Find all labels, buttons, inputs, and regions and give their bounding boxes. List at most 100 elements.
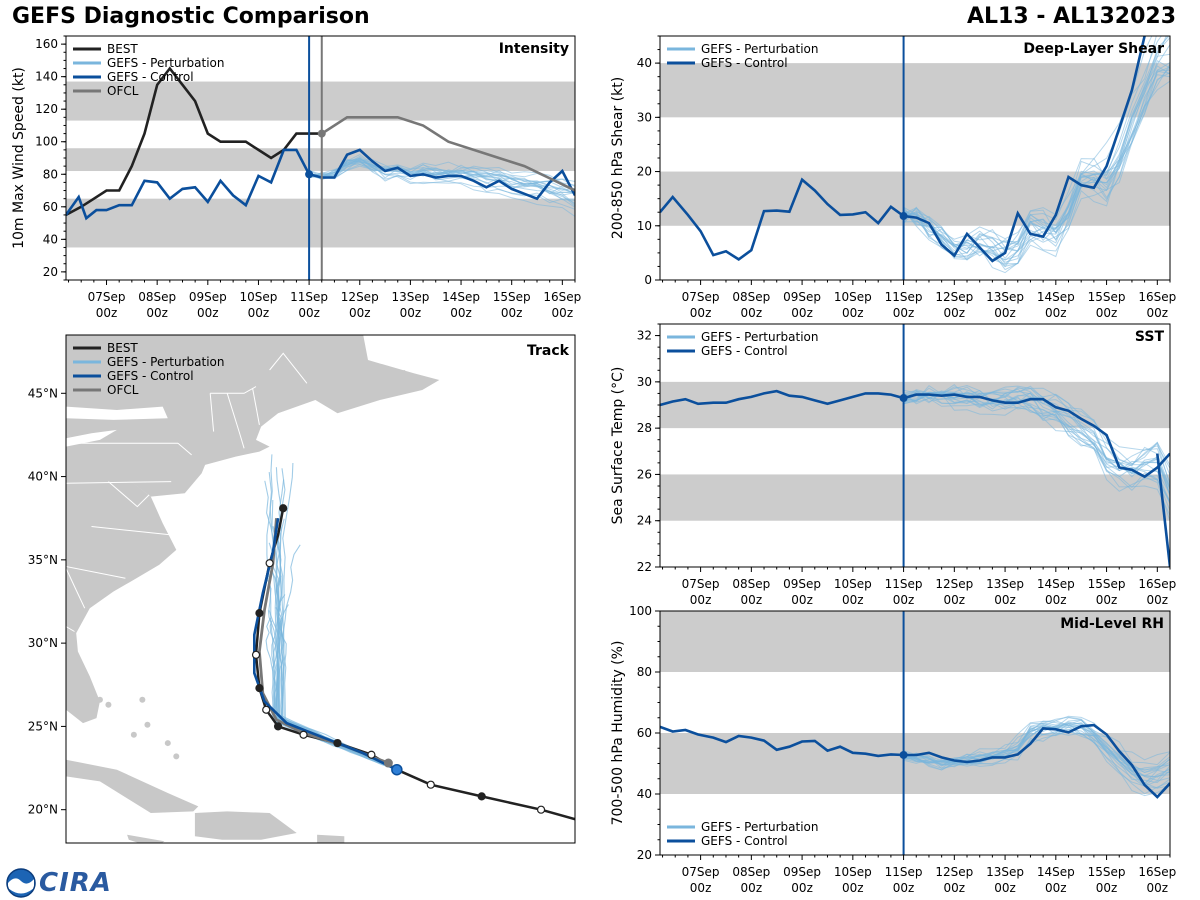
shear-xtick-date: 12Sep <box>935 290 973 304</box>
shear-analysis-marker <box>899 212 908 221</box>
intensity-xtick-date: 10Sep <box>240 290 278 304</box>
track-land-bahamas <box>96 696 103 703</box>
shear-xtick-date: 10Sep <box>834 290 872 304</box>
track-best-point <box>477 792 486 801</box>
sst-ensemble-member <box>903 392 1170 502</box>
track-lat-label: 45°N <box>28 386 58 400</box>
sst-xtick-hour: 00z <box>893 593 915 607</box>
rh-ylabel: 700-500 hPa Humidity (%) <box>610 641 626 826</box>
intensity-ensemble-member <box>308 158 575 201</box>
sst-legend-label: GEFS - Control <box>701 344 788 358</box>
shear-series-control <box>660 36 1146 263</box>
track-state-border <box>226 393 245 449</box>
shear-band <box>660 63 1170 118</box>
sst-xtick-hour: 00z <box>690 593 712 607</box>
intensity-ylabel: 10m Max Wind Speed (kt) <box>11 67 27 249</box>
rh-xtick-date: 12Sep <box>935 865 973 879</box>
intensity-xtick-hour: 00z <box>450 306 472 320</box>
intensity-ytick-label: 40 <box>43 232 58 246</box>
track-best-point <box>255 684 264 693</box>
intensity-xtick-hour: 00z <box>96 306 118 320</box>
sst-xtick-hour: 00z <box>1147 593 1169 607</box>
shear-xtick-date: 15Sep <box>1088 290 1126 304</box>
track-land-bahamas <box>130 731 137 738</box>
intensity-xtick-hour: 00z <box>146 306 168 320</box>
rh-legend-label: GEFS - Control <box>701 834 788 848</box>
shear-xtick-date: 07Sep <box>682 290 720 304</box>
shear-xtick-hour: 00z <box>1147 306 1169 320</box>
intensity-series-control <box>66 148 575 221</box>
sst-band <box>660 474 1170 521</box>
sst-xtick-hour: 00z <box>1096 593 1118 607</box>
sst-xtick-date: 08Sep <box>732 577 770 591</box>
track-land-pei <box>379 370 406 379</box>
sst-series-control <box>1156 453 1170 567</box>
rh-title: Mid-Level RH <box>1060 616 1164 632</box>
shear-ensemble-member <box>903 44 1170 261</box>
intensity-xtick-hour: 00z <box>400 306 422 320</box>
rh-ensemble-member <box>903 725 1170 784</box>
track-legend-label: GEFS - Control <box>107 369 194 383</box>
shear-xtick-date: 16Sep <box>1138 290 1176 304</box>
intensity-legend-label: GEFS - Control <box>107 70 194 84</box>
intensity-xtick-hour: 00z <box>298 306 320 320</box>
storm-id-title: AL13 - AL132023 <box>967 4 1176 29</box>
sst-xtick-date: 14Sep <box>1037 577 1075 591</box>
shear-xtick-hour: 00z <box>944 306 966 320</box>
shear-xtick-date: 14Sep <box>1037 290 1075 304</box>
intensity-xtick-date: 08Sep <box>138 290 176 304</box>
intensity-ytick-label: 60 <box>43 200 58 214</box>
sst-xtick-date: 15Sep <box>1088 577 1126 591</box>
cira-logo: CIRA <box>5 866 115 900</box>
shear-ylabel: 200-850 hPa Shear (kt) <box>610 77 626 239</box>
track-best-point <box>251 650 261 659</box>
shear-title: Deep-Layer Shear <box>1023 41 1164 57</box>
shear-ytick-label: 0 <box>644 273 652 287</box>
sst-ylabel: Sea Surface Temp (°C) <box>610 367 626 525</box>
shear-xtick-hour: 00z <box>791 306 813 320</box>
rh-xtick-date: 16Sep <box>1138 865 1176 879</box>
rh-analysis-marker <box>899 750 908 759</box>
sst-xtick-hour: 00z <box>842 593 864 607</box>
rh-xtick-date: 15Sep <box>1088 865 1126 879</box>
rh-xtick-hour: 00z <box>1045 881 1067 895</box>
track-land-jamaica <box>127 834 165 843</box>
rh-xtick-hour: 00z <box>690 881 712 895</box>
track-title: Track <box>527 343 570 359</box>
track-legend-label: GEFS - Perturbation <box>107 355 224 369</box>
intensity-legend-label: GEFS - Perturbation <box>107 56 224 70</box>
intensity-xtick-hour: 00z <box>197 306 219 320</box>
track-legend-label: OFCL <box>107 383 139 397</box>
intensity-panel: 20 40 60 80 100 120 140 160 07Sep 00z 08Sep 00z 09Se… <box>11 35 581 320</box>
track-best-point <box>262 705 271 714</box>
track-lake-ontario <box>66 406 168 420</box>
intensity-xtick-hour: 00z <box>552 306 574 320</box>
track-land-bahamas <box>144 721 151 728</box>
sst-panel: 22 24 26 28 30 32 07Sep 00z 08Sep 00z 09Sep 00z 10Se… <box>610 323 1176 607</box>
sst-series-control <box>660 389 1170 479</box>
rh-legend-label: GEFS - Perturbation <box>701 820 818 834</box>
track-best-point <box>597 823 604 830</box>
sst-xtick-date: 16Sep <box>1138 577 1176 591</box>
sst-xtick-date: 12Sep <box>935 577 973 591</box>
intensity-xtick-date: 14Sep <box>442 290 480 304</box>
track-ensemble-member <box>268 542 398 771</box>
sst-ytick-label: 28 <box>637 421 652 435</box>
track-land-cuba <box>66 759 199 813</box>
rh-xtick-hour: 00z <box>944 881 966 895</box>
sst-xtick-date: 10Sep <box>834 577 872 591</box>
rh-panel: 20 40 60 80 100 07Sep 00z 08Sep 00z 09Sep 00z 10Sep… <box>610 604 1176 895</box>
track-best-point <box>279 504 288 513</box>
track-land-bahamas <box>164 740 171 747</box>
intensity-xtick-date: 16Sep <box>543 290 581 304</box>
rh-xtick-hour: 00z <box>893 881 915 895</box>
intensity-legend-label: BEST <box>107 42 138 56</box>
shear-legend-label: GEFS - Perturbation <box>701 42 818 56</box>
track-lat-label: 25°N <box>28 719 58 733</box>
track-best-point <box>367 750 376 759</box>
sst-xtick-hour: 00z <box>741 593 763 607</box>
sst-ytick-label: 32 <box>637 329 652 343</box>
rh-series-control <box>660 723 1170 799</box>
